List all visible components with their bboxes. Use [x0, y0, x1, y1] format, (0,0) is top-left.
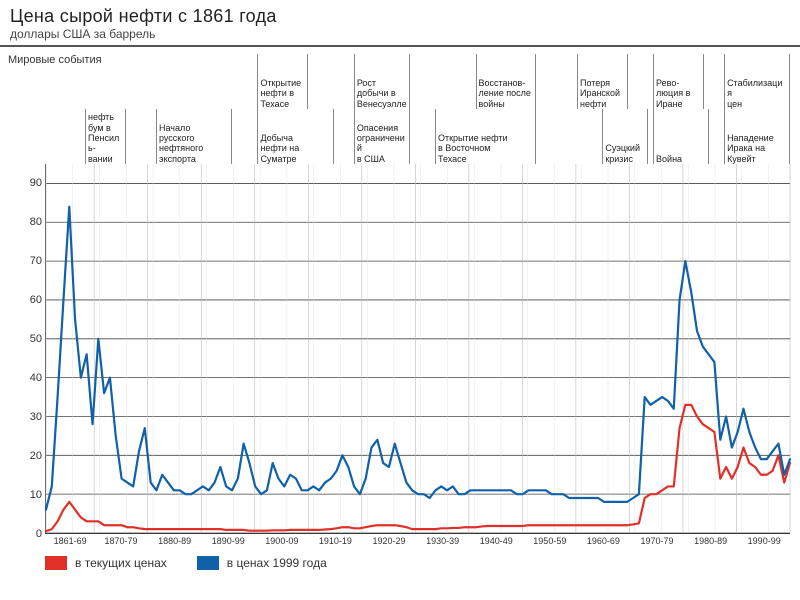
- chart-svg: [46, 164, 790, 533]
- ytick-label: 70: [16, 255, 46, 267]
- xtick-label: 1861-69: [54, 533, 87, 546]
- ytick-label: 10: [16, 489, 46, 501]
- xtick-label: 1990-99: [748, 533, 781, 546]
- legend: в текущих ценах в ценах 1999 года: [45, 556, 327, 570]
- xtick-label: 1900-09: [265, 533, 298, 546]
- xtick-label: 1890-99: [212, 533, 245, 546]
- xtick-label: 1940-49: [480, 533, 513, 546]
- event-box: Опасения ограничений в США: [354, 109, 410, 164]
- event-box: Война: [653, 109, 709, 164]
- xtick-label: 1920-29: [373, 533, 406, 546]
- plot-area: 01020304050607080901861-691870-791880-89…: [45, 164, 790, 534]
- event-box: Открытие нефти в Восточном Техасе: [435, 109, 536, 164]
- event-box: Открытие нефти в Техасе: [257, 54, 308, 109]
- ytick-label: 0: [16, 528, 46, 540]
- chart-subtitle: доллары США за баррель: [10, 27, 790, 41]
- legend-label: в ценах 1999 года: [227, 556, 327, 570]
- event-box: Суэцкий кризис: [602, 109, 648, 164]
- ytick-label: 30: [16, 411, 46, 423]
- event-box: Начало русского нефтяного экспорта: [156, 109, 232, 164]
- chart-title: Цена сырой нефти с 1861 года: [10, 6, 790, 27]
- ytick-label: 90: [16, 177, 46, 189]
- xtick-label: 1880-89: [158, 533, 191, 546]
- ytick-label: 20: [16, 450, 46, 462]
- legend-swatch: [45, 556, 67, 570]
- event-box: Стабилизация цен: [724, 54, 790, 109]
- xtick-label: 1910-19: [319, 533, 352, 546]
- chart-container: { "title": "Цена сырой нефти с 1861 года…: [0, 0, 800, 600]
- ytick-label: 80: [16, 216, 46, 228]
- title-block: Цена сырой нефти с 1861 года доллары США…: [0, 0, 800, 47]
- xtick-label: 1870-79: [105, 533, 138, 546]
- xtick-label: 1960-69: [587, 533, 620, 546]
- xtick-label: 1950-59: [533, 533, 566, 546]
- event-box: Добыча нефти на Суматре: [257, 109, 333, 164]
- events-strip: Мировые события нефть бум в Пенсиль- ван…: [85, 54, 790, 164]
- xtick-label: 1980-89: [694, 533, 727, 546]
- legend-item: в текущих ценах: [45, 556, 167, 570]
- event-box: Рево- люция в Иране: [653, 54, 704, 109]
- legend-label: в текущих ценах: [75, 556, 167, 570]
- event-box: Восстанов- ление после войны: [476, 54, 537, 109]
- events-title: Мировые события: [8, 54, 103, 66]
- ytick-label: 40: [16, 372, 46, 384]
- legend-swatch: [197, 556, 219, 570]
- event-box: Потеря Иранской нефти: [577, 54, 628, 109]
- xtick-label: 1970-79: [640, 533, 673, 546]
- event-box: Нападение Ирака на Кувейт: [724, 109, 790, 164]
- ytick-label: 50: [16, 333, 46, 345]
- event-box: нефть бум в Пенсиль- вании: [85, 109, 126, 164]
- event-box: Рост добычи в Венесуэлле: [354, 54, 410, 109]
- xtick-label: 1930-39: [426, 533, 459, 546]
- ytick-label: 60: [16, 294, 46, 306]
- legend-item: в ценах 1999 года: [197, 556, 327, 570]
